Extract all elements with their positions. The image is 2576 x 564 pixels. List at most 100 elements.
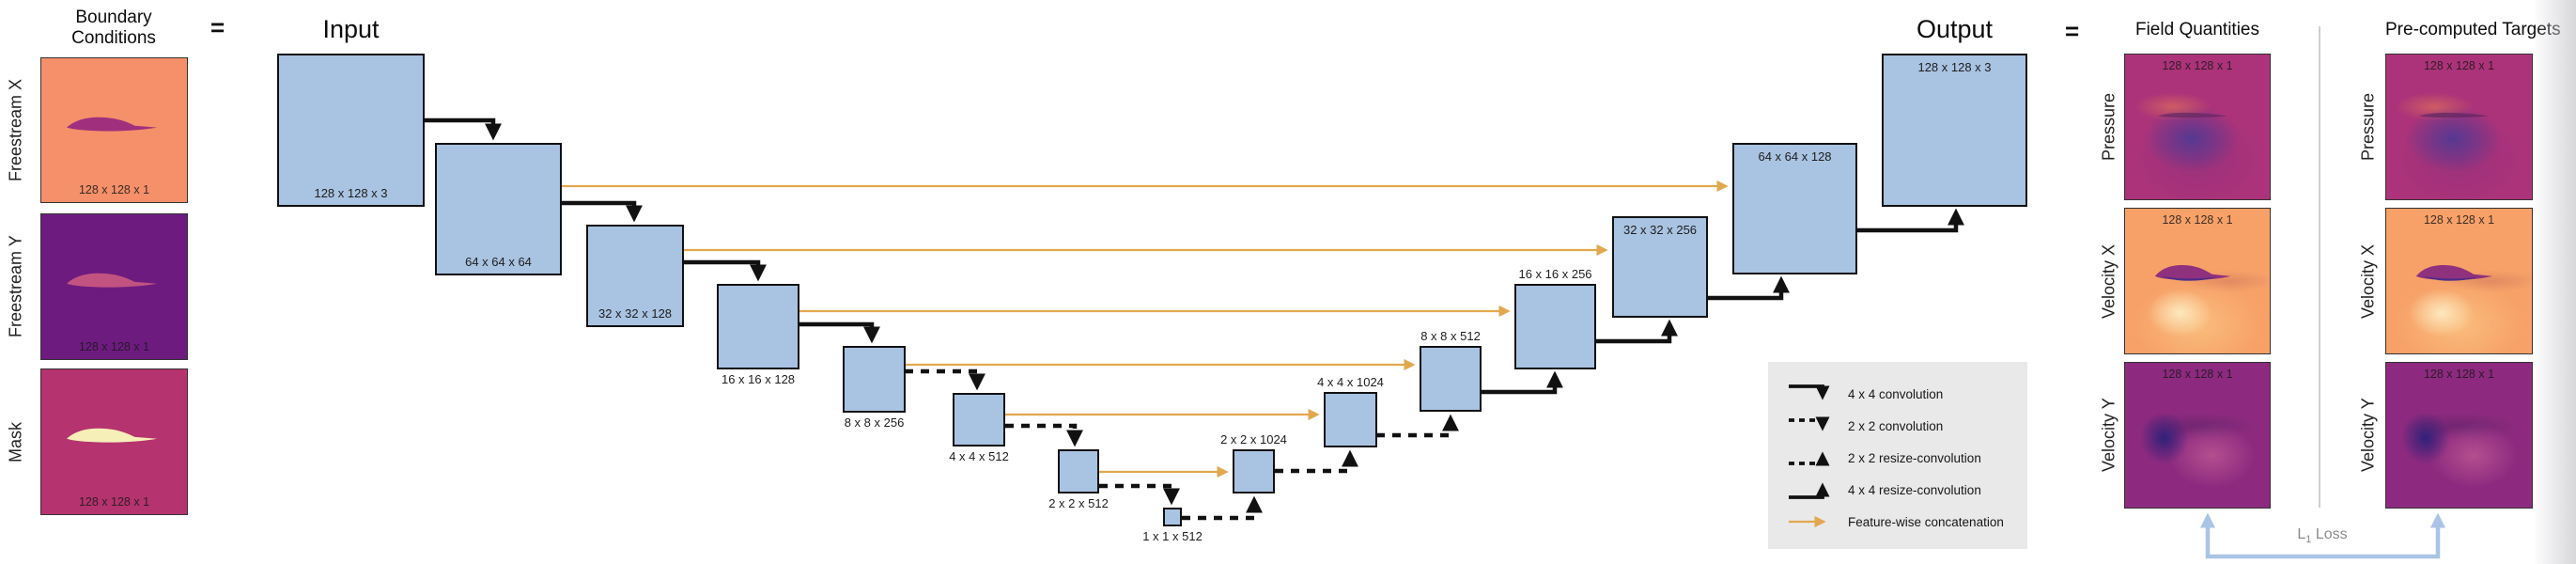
input-title: Input xyxy=(322,15,380,43)
legend-item-resize2: 2 x 2 resize-convolution xyxy=(1787,442,2027,474)
resize-conv-4x4-solid-up-icon xyxy=(1789,482,1830,499)
airfoil-shape xyxy=(67,273,158,288)
legend-label: 2 x 2 resize-convolution xyxy=(1848,450,1981,465)
bc-label-freestream-y: Freestream Y xyxy=(6,235,25,338)
block-dims: 8 x 8 x 256 xyxy=(844,415,905,430)
airfoil-shape xyxy=(2154,264,2231,281)
pt-image-pressure: 128 x 128 x 1 xyxy=(2385,54,2533,200)
loss-l: L xyxy=(2297,526,2306,542)
block-enc-32: 32 x 32 x 128 xyxy=(586,225,684,327)
block-dims: 2 x 2 x 1024 xyxy=(1220,432,1287,446)
field-dims: 128 x 128 x 1 xyxy=(2162,368,2233,381)
block-enc-4: 4 x 4 x 512 xyxy=(949,393,1009,463)
block-dims: 32 x 32 x 128 xyxy=(597,306,673,321)
block-enc-16: 16 x 16 x 128 xyxy=(717,284,799,386)
l1-loss-bracket xyxy=(2199,512,2446,559)
legend-item-concat: Feature-wise concatenation xyxy=(1787,506,2027,538)
right-edge-fade xyxy=(2533,0,2576,564)
block-enc-8: 8 x 8 x 256 xyxy=(843,346,906,430)
conv-2x2-arrows xyxy=(905,368,1180,506)
bc-image-freestream-x: 128 x 128 x 1 xyxy=(40,57,188,203)
field-dims: 128 x 128 x 1 xyxy=(2423,59,2495,72)
legend-item-conv4: 4 x 4 convolution xyxy=(1787,378,2027,410)
column-divider xyxy=(2319,26,2320,508)
field-dims: 128 x 128 x 1 xyxy=(2423,213,2495,227)
field-dims: 128 x 128 x 1 xyxy=(2162,213,2233,227)
equals-sign-left: = xyxy=(210,13,225,41)
block-dims: 64 x 64 x 64 xyxy=(465,255,532,269)
block-dims: 32 x 32 x 256 xyxy=(1622,223,1698,237)
conv-2x2-dashed-down-icon xyxy=(1789,416,1830,431)
bc-image-freestream-y: 128 x 128 x 1 xyxy=(40,213,188,360)
bc-dims: 128 x 128 x 1 xyxy=(78,183,150,196)
field-quantities-title: Field Quantities xyxy=(2134,20,2259,39)
block-dims: 128 x 128 x 3 xyxy=(314,186,388,200)
resize-conv-2x2-dashed-up-icon xyxy=(1789,451,1830,466)
pt-image-velocity-x: 128 x 128 x 1 xyxy=(2385,208,2533,354)
legend-label: 4 x 4 convolution xyxy=(1848,386,1944,401)
block-dec-8: 8 x 8 x 512 xyxy=(1420,329,1482,412)
block-dims: 64 x 64 x 128 xyxy=(1758,149,1832,164)
airfoil-shape xyxy=(2418,112,2491,118)
airfoil-shape xyxy=(67,117,158,132)
pt-label-velocity-y: Velocity Y xyxy=(2358,398,2378,473)
bc-label-mask: Mask xyxy=(6,421,25,462)
conv-4x4-solid-down-icon xyxy=(1789,384,1830,400)
fq-label-velocity-x: Velocity X xyxy=(2099,243,2118,319)
airfoil-shape xyxy=(2157,112,2228,118)
pt-label-pressure: Pressure xyxy=(2358,92,2378,162)
block-input: 128 x 128 x 3 xyxy=(277,54,425,207)
loss-word: Loss xyxy=(2315,526,2348,542)
block-dec-16: 16 x 16 x 256 xyxy=(1514,267,1596,369)
bc-dims: 128 x 128 x 1 xyxy=(78,495,150,509)
fq-image-velocity-y: 128 x 128 x 1 xyxy=(2124,362,2271,509)
boundary-conditions-title: Boundary Conditions xyxy=(71,8,156,48)
l1-loss-label: L1 Loss xyxy=(2233,526,2412,545)
conv-4x4-arrows xyxy=(424,118,880,344)
block-dims: 16 x 16 x 128 xyxy=(721,372,796,386)
block-dec-2: 2 x 2 x 1024 xyxy=(1220,432,1287,494)
block-dec-64: 64 x 64 x 128 xyxy=(1732,143,1857,274)
block-dec-4: 4 x 4 x 1024 xyxy=(1317,375,1384,447)
block-dims: 16 x 16 x 256 xyxy=(1518,267,1592,281)
field-dims: 128 x 128 x 1 xyxy=(2162,59,2233,72)
resize-conv-2x2-arrows xyxy=(1182,414,1459,521)
fq-label-pressure: Pressure xyxy=(2099,92,2118,162)
legend-item-resize4: 4 x 4 resize-convolution xyxy=(1787,474,2027,506)
block-dims: 2 x 2 x 512 xyxy=(1048,496,1109,510)
fq-label-velocity-y: Velocity Y xyxy=(2099,398,2118,473)
legend-label: Feature-wise concatenation xyxy=(1848,514,2004,529)
airfoil-shape xyxy=(2415,264,2493,281)
block-dims: 128 x 128 x 3 xyxy=(1917,60,1992,74)
pt-label-velocity-x: Velocity X xyxy=(2358,243,2378,319)
block-dims: 4 x 4 x 1024 xyxy=(1317,375,1384,389)
bc-image-mask: 128 x 128 x 1 xyxy=(40,368,188,515)
block-dims: 4 x 4 x 512 xyxy=(949,449,1009,463)
legend-label: 2 x 2 convolution xyxy=(1848,418,1944,433)
pre-computed-targets-title: Pre-computed Targets xyxy=(2385,20,2561,39)
skip-connection-lines xyxy=(562,180,1729,478)
bc-dims: 128 x 128 x 1 xyxy=(78,340,150,353)
airfoil-shape xyxy=(67,428,158,443)
block-output: 128 x 128 x 3 xyxy=(1882,54,2027,207)
equals-sign-right: = xyxy=(2065,17,2080,45)
legend: 4 x 4 convolution 2 x 2 convolution 2 x … xyxy=(1768,362,2027,549)
block-enc-64: 64 x 64 x 64 xyxy=(435,143,562,275)
fq-image-velocity-x: 128 x 128 x 1 xyxy=(2124,208,2271,354)
loss-sub: 1 xyxy=(2305,534,2312,546)
resize-conv-4x4-arrows xyxy=(1482,208,1964,395)
block-enc-2: 2 x 2 x 512 xyxy=(1048,449,1109,510)
block-dec-32: 32 x 32 x 256 xyxy=(1612,216,1708,318)
field-dims: 128 x 128 x 1 xyxy=(2423,368,2495,381)
block-bottleneck: 1 x 1 x 512 xyxy=(1142,508,1203,543)
fq-image-pressure: 128 x 128 x 1 xyxy=(2124,54,2271,200)
legend-item-conv2: 2 x 2 convolution xyxy=(1787,410,2027,442)
pt-image-velocity-y: 128 x 128 x 1 xyxy=(2385,362,2533,509)
block-dims: 1 x 1 x 512 xyxy=(1142,529,1203,543)
feature-concat-arrow-icon xyxy=(1789,515,1826,528)
output-title: Output xyxy=(1916,15,1994,43)
bc-label-freestream-x: Freestream X xyxy=(6,78,25,182)
block-dims: 8 x 8 x 512 xyxy=(1420,329,1481,343)
